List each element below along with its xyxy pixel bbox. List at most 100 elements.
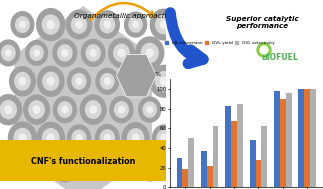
Circle shape — [53, 40, 77, 66]
Circle shape — [100, 130, 114, 146]
Circle shape — [5, 50, 11, 56]
Bar — [310, 89, 316, 187]
Circle shape — [129, 17, 142, 32]
Text: CNF's functionalization: CNF's functionalization — [31, 157, 135, 166]
Circle shape — [137, 152, 162, 181]
Circle shape — [119, 106, 124, 113]
Circle shape — [146, 49, 153, 57]
Circle shape — [115, 102, 128, 117]
Circle shape — [114, 158, 129, 175]
Circle shape — [72, 130, 86, 146]
Circle shape — [0, 94, 22, 125]
Circle shape — [0, 101, 16, 119]
Bar — [177, 158, 182, 187]
Bar — [225, 106, 231, 187]
Bar — [237, 104, 243, 187]
Circle shape — [80, 95, 106, 124]
Circle shape — [5, 163, 11, 170]
Bar — [182, 170, 188, 187]
Circle shape — [109, 38, 134, 67]
Circle shape — [150, 65, 178, 97]
Circle shape — [100, 16, 115, 33]
Bar — [207, 166, 213, 187]
Circle shape — [110, 97, 133, 123]
Circle shape — [152, 125, 175, 151]
Circle shape — [33, 106, 40, 113]
Circle shape — [62, 50, 68, 56]
Circle shape — [62, 106, 68, 113]
Circle shape — [57, 157, 73, 176]
Circle shape — [1, 158, 16, 174]
Circle shape — [71, 16, 87, 33]
Circle shape — [37, 66, 64, 96]
Circle shape — [37, 122, 64, 153]
Circle shape — [139, 97, 161, 122]
Circle shape — [81, 40, 105, 66]
Circle shape — [147, 163, 153, 170]
Circle shape — [128, 129, 144, 147]
Circle shape — [42, 15, 59, 34]
Circle shape — [26, 41, 47, 65]
Circle shape — [76, 135, 82, 141]
Circle shape — [90, 50, 96, 56]
Circle shape — [150, 9, 177, 40]
Circle shape — [34, 50, 39, 56]
Bar — [304, 89, 310, 187]
Circle shape — [10, 67, 35, 96]
Circle shape — [47, 77, 54, 85]
Circle shape — [67, 10, 92, 39]
Circle shape — [20, 21, 25, 28]
Circle shape — [30, 46, 43, 60]
Circle shape — [133, 22, 138, 28]
Circle shape — [257, 43, 271, 57]
Circle shape — [160, 77, 167, 85]
Circle shape — [260, 46, 268, 54]
Circle shape — [47, 21, 54, 29]
Circle shape — [81, 152, 105, 180]
Circle shape — [76, 78, 82, 84]
Bar — [280, 99, 286, 187]
Text: Organometallic approach: Organometallic approach — [74, 13, 166, 19]
Legend: LA conversion, GVL yield, GVL selectivity: LA conversion, GVL yield, GVL selectivit… — [164, 41, 275, 46]
Circle shape — [11, 12, 34, 37]
Circle shape — [43, 72, 59, 90]
Circle shape — [34, 163, 39, 170]
Bar — [213, 126, 218, 187]
Circle shape — [161, 135, 167, 141]
Circle shape — [26, 154, 47, 179]
Circle shape — [68, 125, 90, 151]
Circle shape — [19, 134, 26, 142]
Polygon shape — [14, 6, 152, 189]
Circle shape — [58, 102, 72, 117]
Circle shape — [104, 78, 110, 84]
Bar — [250, 140, 255, 187]
Bar — [255, 160, 261, 187]
Circle shape — [143, 102, 156, 117]
Circle shape — [118, 49, 125, 57]
FancyBboxPatch shape — [0, 140, 166, 181]
Circle shape — [132, 134, 139, 142]
Circle shape — [72, 74, 86, 89]
Circle shape — [155, 72, 172, 91]
Circle shape — [54, 97, 76, 123]
Bar — [201, 151, 207, 187]
Circle shape — [147, 106, 152, 113]
Circle shape — [24, 95, 49, 124]
Circle shape — [122, 123, 149, 153]
Circle shape — [114, 44, 129, 62]
Bar — [274, 91, 280, 187]
Circle shape — [15, 73, 30, 90]
Circle shape — [19, 78, 26, 85]
Circle shape — [76, 21, 82, 28]
Circle shape — [68, 68, 90, 94]
Circle shape — [37, 9, 65, 40]
Y-axis label: %: % — [154, 72, 160, 77]
Circle shape — [128, 73, 143, 90]
Circle shape — [90, 106, 96, 113]
Circle shape — [132, 78, 139, 85]
Bar — [286, 93, 292, 187]
Circle shape — [14, 129, 31, 147]
Circle shape — [157, 130, 171, 146]
Circle shape — [0, 40, 20, 66]
Circle shape — [156, 15, 172, 34]
